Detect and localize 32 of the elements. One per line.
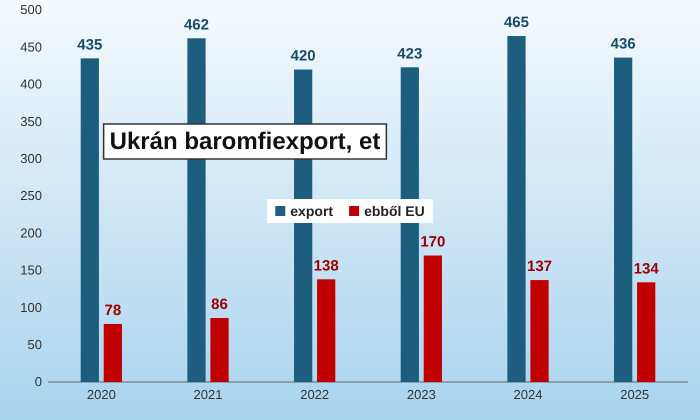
data-label: 465	[504, 14, 529, 32]
data-label: 436	[610, 36, 636, 53]
y-tick-label: 100	[20, 300, 42, 315]
x-tick-label: 2024	[514, 387, 542, 402]
x-tick-label: 2025	[620, 387, 650, 402]
data-label: 78	[104, 302, 122, 319]
y-tick-label: 150	[20, 262, 42, 278]
text: Ukrán baromfiexport, et	[110, 128, 380, 155]
y-tick-label: 50	[28, 336, 42, 352]
y-tick-label: 0	[34, 374, 42, 390]
legend-label: ebből EU	[364, 203, 425, 219]
y-tick-label: 450	[20, 39, 42, 54]
data-label: 435	[77, 36, 102, 54]
y-tick-label: 300	[20, 150, 42, 166]
x-tick-label: 2020	[86, 387, 116, 402]
data-label: 462	[184, 16, 209, 34]
y-tick-label: 350	[20, 114, 42, 129]
x-tick-label: 2021	[194, 387, 222, 402]
data-label: 420	[290, 48, 316, 65]
y-tick-label: 250	[20, 188, 42, 204]
y-tick-label: 200	[20, 225, 42, 240]
x-tick-label: 2022	[300, 387, 330, 402]
y-tick-label: 400	[20, 76, 42, 92]
x-tick-label: 2023	[406, 387, 436, 402]
legend-label: export	[290, 203, 334, 219]
data-label: 137	[527, 258, 552, 276]
data-label: 86	[211, 296, 228, 314]
data-label: 134	[634, 260, 660, 278]
data-label: 423	[397, 45, 422, 62]
y-tick-label: 500	[20, 2, 42, 18]
data-label: 170	[420, 234, 446, 251]
data-label: 138	[314, 257, 339, 274]
